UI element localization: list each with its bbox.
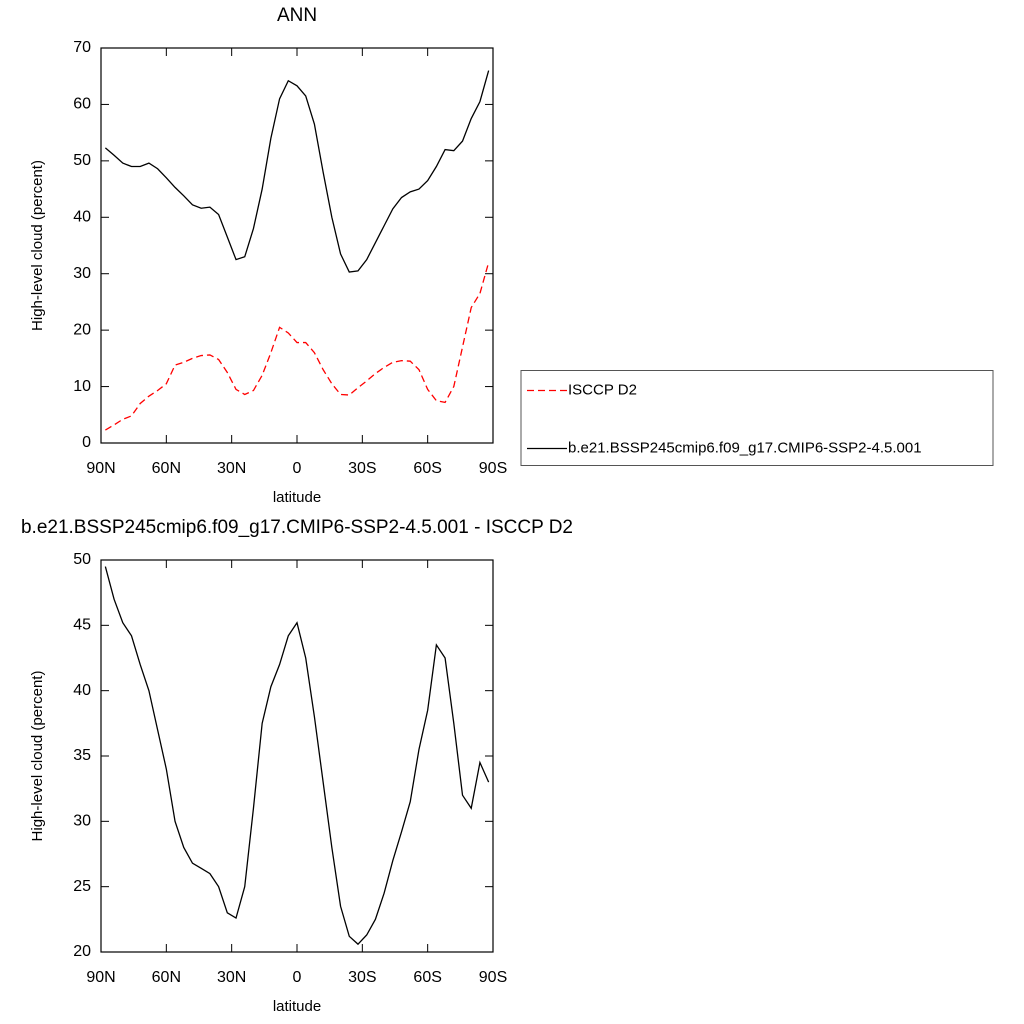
x-tick-label: 30S	[348, 460, 376, 477]
plot-frame	[100, 47, 494, 444]
y-tick-label: 40	[73, 209, 91, 226]
y-tick-label: 70	[73, 39, 91, 56]
series-line	[105, 262, 490, 431]
x-axis-label: latitude	[273, 998, 321, 1015]
x-tick-label: 0	[293, 969, 302, 986]
x-tick-label: 60N	[152, 969, 181, 986]
series-line	[104, 70, 490, 273]
y-axis-label: High-level cloud (percent)	[29, 671, 46, 842]
x-tick-label: 90S	[479, 969, 507, 986]
y-tick-label: 10	[73, 378, 91, 395]
y-tick-label: 30	[73, 265, 91, 282]
x-tick-label: 90N	[86, 969, 115, 986]
x-tick-label: 90N	[86, 460, 115, 477]
y-tick-label: 40	[73, 682, 91, 699]
x-tick-label: 30S	[348, 969, 376, 986]
x-tick-label: 30N	[217, 460, 246, 477]
chart-title: b.e21.BSSP245cmip6.f09_g17.CMIP6-SSP2-4.…	[21, 517, 573, 538]
y-tick-label: 20	[73, 321, 91, 338]
chart-title: ANN	[277, 5, 317, 26]
x-tick-label: 60N	[152, 460, 181, 477]
x-tick-label: 60S	[413, 969, 441, 986]
x-tick-label: 60S	[413, 460, 441, 477]
y-tick-label: 60	[73, 96, 91, 113]
legend-box	[520, 370, 994, 466]
x-tick-label: 0	[293, 460, 302, 477]
y-tick-label: 50	[73, 551, 91, 568]
y-tick-label: 35	[73, 747, 91, 764]
y-tick-label: 25	[73, 878, 91, 895]
legend-label: b.e21.BSSP245cmip6.f09_g17.CMIP6-SSP2-4.…	[568, 439, 922, 456]
y-axis-label: High-level cloud (percent)	[29, 160, 46, 331]
x-tick-label: 30N	[217, 969, 246, 986]
y-tick-label: 20	[73, 943, 91, 960]
y-tick-label: 45	[73, 617, 91, 634]
series-line	[104, 566, 490, 946]
plot-frame	[100, 559, 494, 953]
x-axis-label: latitude	[273, 489, 321, 506]
y-tick-label: 0	[82, 434, 91, 451]
y-tick-label: 50	[73, 152, 91, 169]
x-tick-label: 90S	[479, 460, 507, 477]
legend-label: ISCCP D2	[568, 381, 637, 398]
y-tick-label: 30	[73, 813, 91, 830]
